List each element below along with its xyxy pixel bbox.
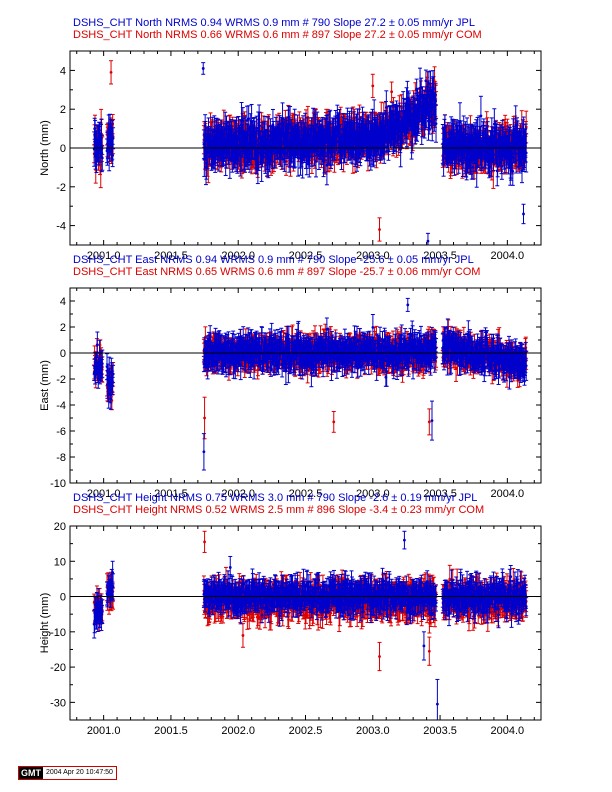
data-point (333, 160, 336, 163)
data-point (258, 124, 261, 127)
data-point (100, 156, 104, 160)
data-point (205, 161, 208, 165)
data-point (235, 130, 238, 133)
data-point (310, 128, 313, 132)
data-point (228, 157, 232, 161)
data-point (315, 123, 319, 126)
data-point (255, 126, 259, 130)
panel-north: DSHS_CHT North NRMS 0.94 WRMS 0.9 mm # 7… (39, 17, 542, 262)
data-point (111, 154, 115, 157)
data-point (247, 117, 251, 121)
data-point (325, 163, 329, 167)
panel-north-header-com: DSHS_CHT North NRMS 0.66 WRMS 0.6 mm # 8… (73, 29, 482, 41)
data-point (371, 84, 375, 88)
data-point (201, 67, 205, 70)
data-point (390, 90, 394, 94)
data-point (111, 136, 115, 140)
data-point (271, 152, 274, 156)
panel-north-header-jpl: DSHS_CHT North NRMS 0.94 WRMS 0.9 mm # 7… (73, 17, 475, 29)
data-point (314, 131, 317, 135)
data-point (248, 142, 251, 146)
data-point (322, 158, 326, 162)
data-point (378, 228, 381, 231)
data-point (109, 70, 113, 74)
data-point (254, 140, 258, 144)
data-point (328, 122, 332, 125)
panel-north-data (92, 60, 529, 245)
data-point (287, 115, 291, 119)
data-point (288, 123, 292, 127)
data-point (281, 157, 285, 161)
data-point (245, 119, 249, 122)
data-point (257, 151, 261, 155)
data-point (273, 151, 277, 155)
data-point (314, 159, 318, 163)
